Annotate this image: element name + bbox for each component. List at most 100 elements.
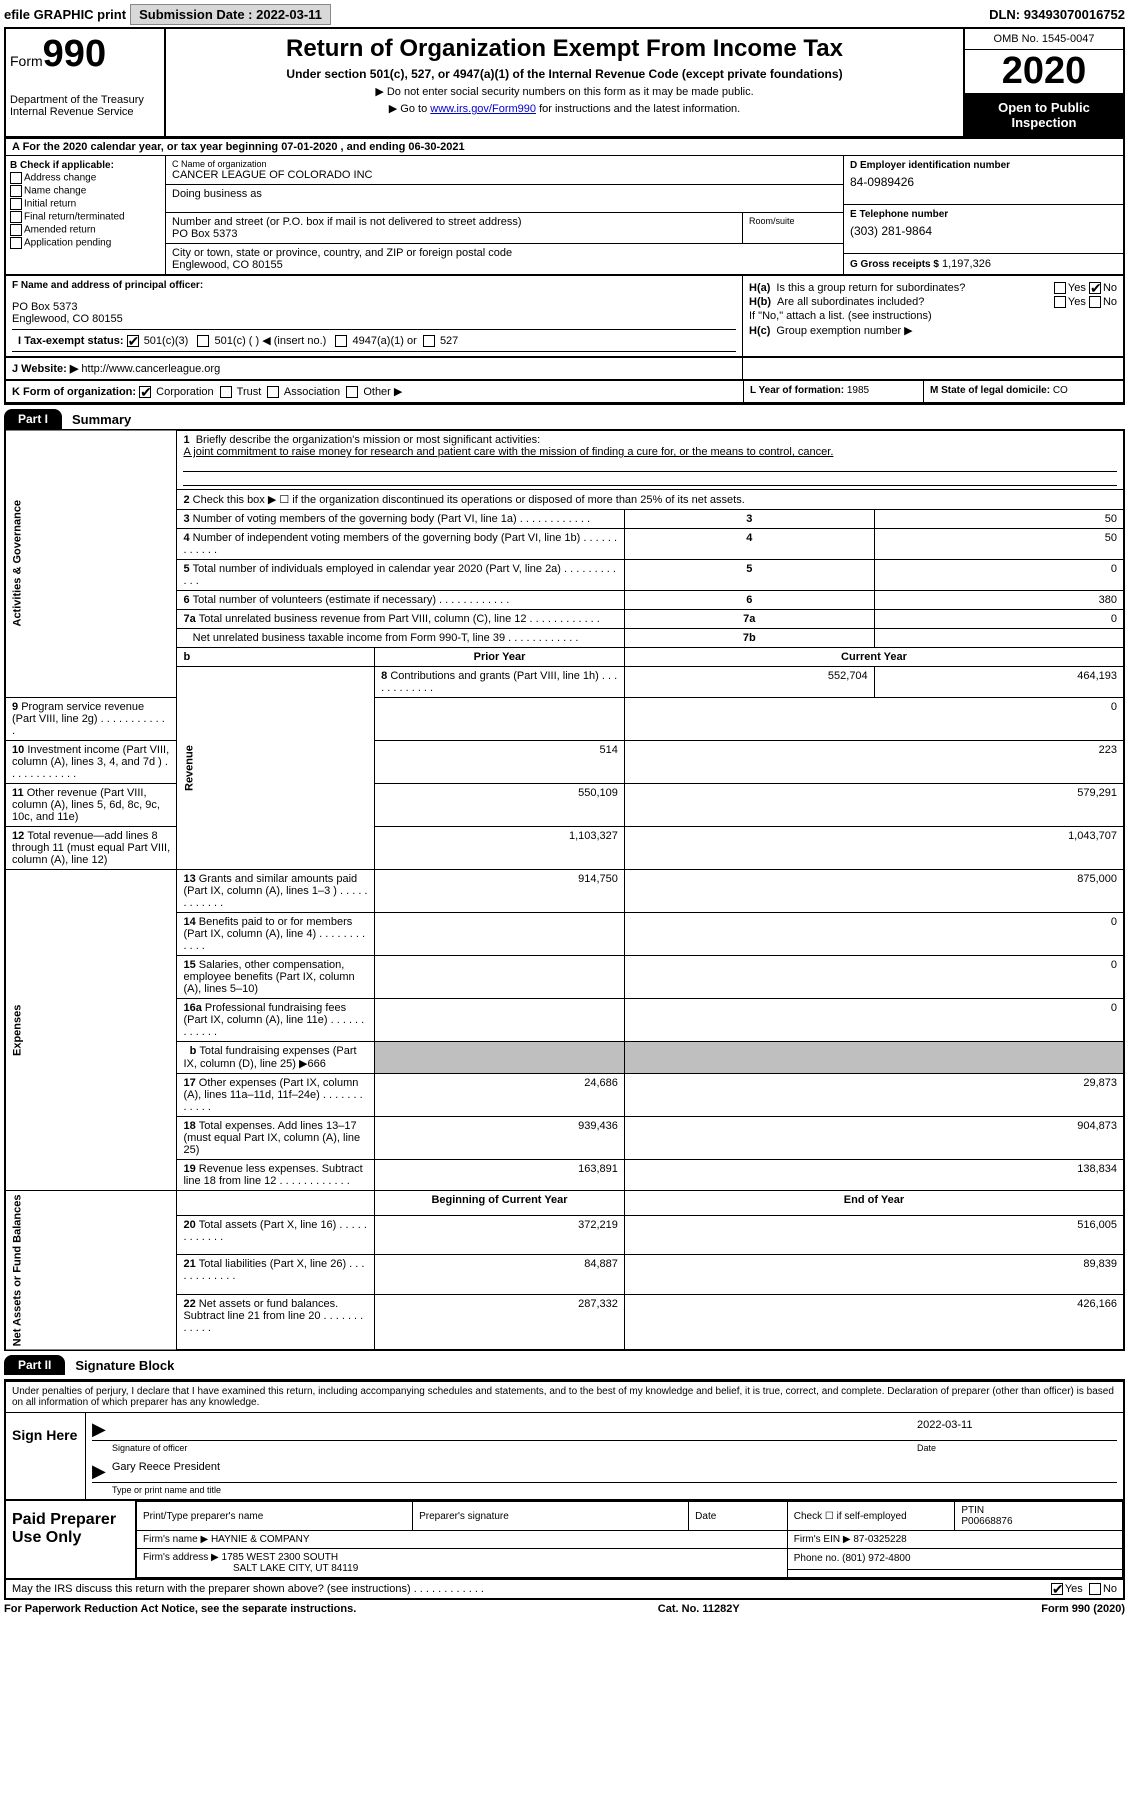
tax-year: 2020 <box>965 50 1123 94</box>
col-b-mid: C Name of organization CANCER LEAGUE OF … <box>166 156 843 274</box>
sig-officer-field[interactable] <box>112 1419 917 1440</box>
j-website: J Website: ▶ http://www.cancerleague.org <box>6 358 743 379</box>
city-label: City or town, state or province, country… <box>172 247 837 259</box>
ein-box: D Employer identification number 84-0989… <box>844 156 1123 205</box>
note-link: ▶ Go to www.irs.gov/Form990 for instruct… <box>172 102 957 115</box>
k-state: M State of legal domicile: CO <box>923 381 1123 402</box>
col-f: F Name and address of principal officer:… <box>6 276 743 356</box>
d-label: D Employer identification number <box>850 160 1117 171</box>
section-a: A For the 2020 calendar year, or tax yea… <box>4 139 1125 156</box>
hb-yes[interactable] <box>1054 296 1066 308</box>
chk-final-return[interactable]: Final return/terminated <box>10 211 161 223</box>
sig-declaration: Under penalties of perjury, I declare th… <box>6 1382 1123 1413</box>
part2-header: Part II Signature Block <box>4 1355 1125 1375</box>
c-label: C Name of organization <box>172 159 837 169</box>
chk-address-change[interactable]: Address change <box>10 172 161 184</box>
vtab-net: Net Assets or Fund Balances <box>5 1191 177 1350</box>
efile-label: efile GRAPHIC print <box>4 7 126 22</box>
chk-4947[interactable] <box>335 335 347 347</box>
paid-preparer-label: Paid Preparer Use Only <box>6 1501 136 1578</box>
firm-addr-cell: Firm's address ▶ 1785 WEST 2300 SOUTHSAL… <box>137 1549 788 1578</box>
dba-label: Doing business as <box>172 188 837 200</box>
q2-cell: 2 Check this box ▶ ☐ if the organization… <box>177 490 1124 510</box>
block-fh: F Name and address of principal officer:… <box>4 276 1125 358</box>
sign-here-label: Sign Here <box>6 1413 86 1499</box>
part1-header: Part I Summary <box>4 409 1125 429</box>
shade-cell-2 <box>624 1042 1124 1074</box>
header-left: Form990 Department of the Treasury Inter… <box>6 29 166 136</box>
vtab-rev: Revenue <box>177 667 375 870</box>
ha-no[interactable] <box>1089 282 1101 294</box>
mission-text: A joint commitment to raise money for re… <box>183 446 833 458</box>
dept-treasury: Department of the Treasury Internal Reve… <box>10 94 160 118</box>
e-label: E Telephone number <box>850 209 1117 220</box>
sig-officer-label: Signature of officer <box>112 1443 917 1453</box>
j-right <box>743 358 1123 379</box>
i-label: I Tax-exempt status: <box>18 335 124 347</box>
part1-tab: Part I <box>4 409 62 429</box>
part2-title: Signature Block <box>75 1358 174 1373</box>
discuss-no[interactable] <box>1089 1583 1101 1595</box>
shade-cell-1 <box>375 1042 625 1074</box>
hb-no[interactable] <box>1089 296 1101 308</box>
chk-initial-return[interactable]: Initial return <box>10 198 161 210</box>
form-header: Form990 Department of the Treasury Inter… <box>4 27 1125 139</box>
irs-link[interactable]: www.irs.gov/Form990 <box>430 103 536 115</box>
chk-amended[interactable]: Amended return <box>10 224 161 236</box>
sig-arrow-icon-2: ▶ <box>92 1461 106 1482</box>
col-h: H(a) Is this a group return for subordin… <box>743 276 1123 356</box>
note-ssn: ▶ Do not enter social security numbers o… <box>172 85 957 98</box>
chk-501c3[interactable] <box>127 335 139 347</box>
summary-table: Activities & Governance 1 Briefly descri… <box>4 429 1125 1351</box>
rev-row-11: 11 Other revenue (Part VIII, column (A),… <box>5 784 1124 827</box>
preparer-table: Print/Type preparer's name Preparer's si… <box>136 1501 1123 1578</box>
addr-box: Number and street (or P.O. box if mail i… <box>166 213 743 244</box>
chk-assoc[interactable] <box>267 386 279 398</box>
discuss-yes[interactable] <box>1051 1583 1063 1595</box>
addr-label: Number and street (or P.O. box if mail i… <box>172 216 736 228</box>
block-k: K Form of organization: Corporation Trus… <box>4 381 1125 405</box>
discuss-row: May the IRS discuss this return with the… <box>4 1580 1125 1600</box>
chk-corp[interactable] <box>139 386 151 398</box>
vtab-gov: Activities & Governance <box>5 430 177 698</box>
f-addr1: PO Box 5373 <box>12 301 736 313</box>
omb-number: OMB No. 1545-0047 <box>965 29 1123 50</box>
ha-row: H(a) Is this a group return for subordin… <box>749 282 1117 294</box>
chk-527[interactable] <box>423 335 435 347</box>
hc-row: H(c) Group exemption number ▶ <box>749 324 1117 337</box>
org-name-box: C Name of organization CANCER LEAGUE OF … <box>166 156 843 185</box>
mission-blank-2 <box>183 472 1117 486</box>
chk-app-pending[interactable]: Application pending <box>10 237 161 249</box>
header-mid: Return of Organization Exempt From Incom… <box>166 29 963 136</box>
ha-yes[interactable] <box>1054 282 1066 294</box>
submission-date-btn[interactable]: Submission Date : 2022-03-11 <box>130 4 331 25</box>
cat-no: Cat. No. 11282Y <box>658 1603 740 1615</box>
dln: DLN: 93493070016752 <box>989 7 1125 22</box>
chk-other[interactable] <box>346 386 358 398</box>
chk-trust[interactable] <box>220 386 232 398</box>
rev-row-9: 9 Program service revenue (Part VIII, li… <box>5 698 1124 741</box>
form-number: 990 <box>43 33 106 75</box>
addr: PO Box 5373 <box>172 228 736 240</box>
chk-name-change[interactable]: Name change <box>10 185 161 197</box>
ein: 84-0989426 <box>850 175 1117 189</box>
gross: 1,197,326 <box>942 258 991 270</box>
officer-name: Gary Reece President <box>112 1461 1117 1482</box>
prep-name-cell: Print/Type preparer's name <box>137 1502 413 1531</box>
block-b: B Check if applicable: Address change Na… <box>4 156 1125 276</box>
k-form-org: K Form of organization: Corporation Trus… <box>6 381 743 402</box>
form-title: Return of Organization Exempt From Incom… <box>172 35 957 63</box>
prep-date-cell: Date <box>689 1502 788 1531</box>
form-footer: Form 990 (2020) <box>1041 1603 1125 1615</box>
hb-row: H(b) Are all subordinates included? Yes … <box>749 296 1117 308</box>
header-right: OMB No. 1545-0047 2020 Open to Public In… <box>963 29 1123 136</box>
gross-box: G Gross receipts $ 1,197,326 <box>844 254 1123 274</box>
sig-arrow-icon: ▶ <box>92 1419 106 1440</box>
room-box: Room/suite <box>743 213 843 244</box>
city-box: City or town, state or province, country… <box>166 244 843 274</box>
paperwork-notice: For Paperwork Reduction Act Notice, see … <box>4 1603 356 1615</box>
tel-box: E Telephone number (303) 281-9864 <box>844 205 1123 254</box>
type-name-label: Type or print name and title <box>112 1485 1117 1495</box>
f-addr2: Englewood, CO 80155 <box>12 313 736 325</box>
chk-501c[interactable] <box>197 335 209 347</box>
